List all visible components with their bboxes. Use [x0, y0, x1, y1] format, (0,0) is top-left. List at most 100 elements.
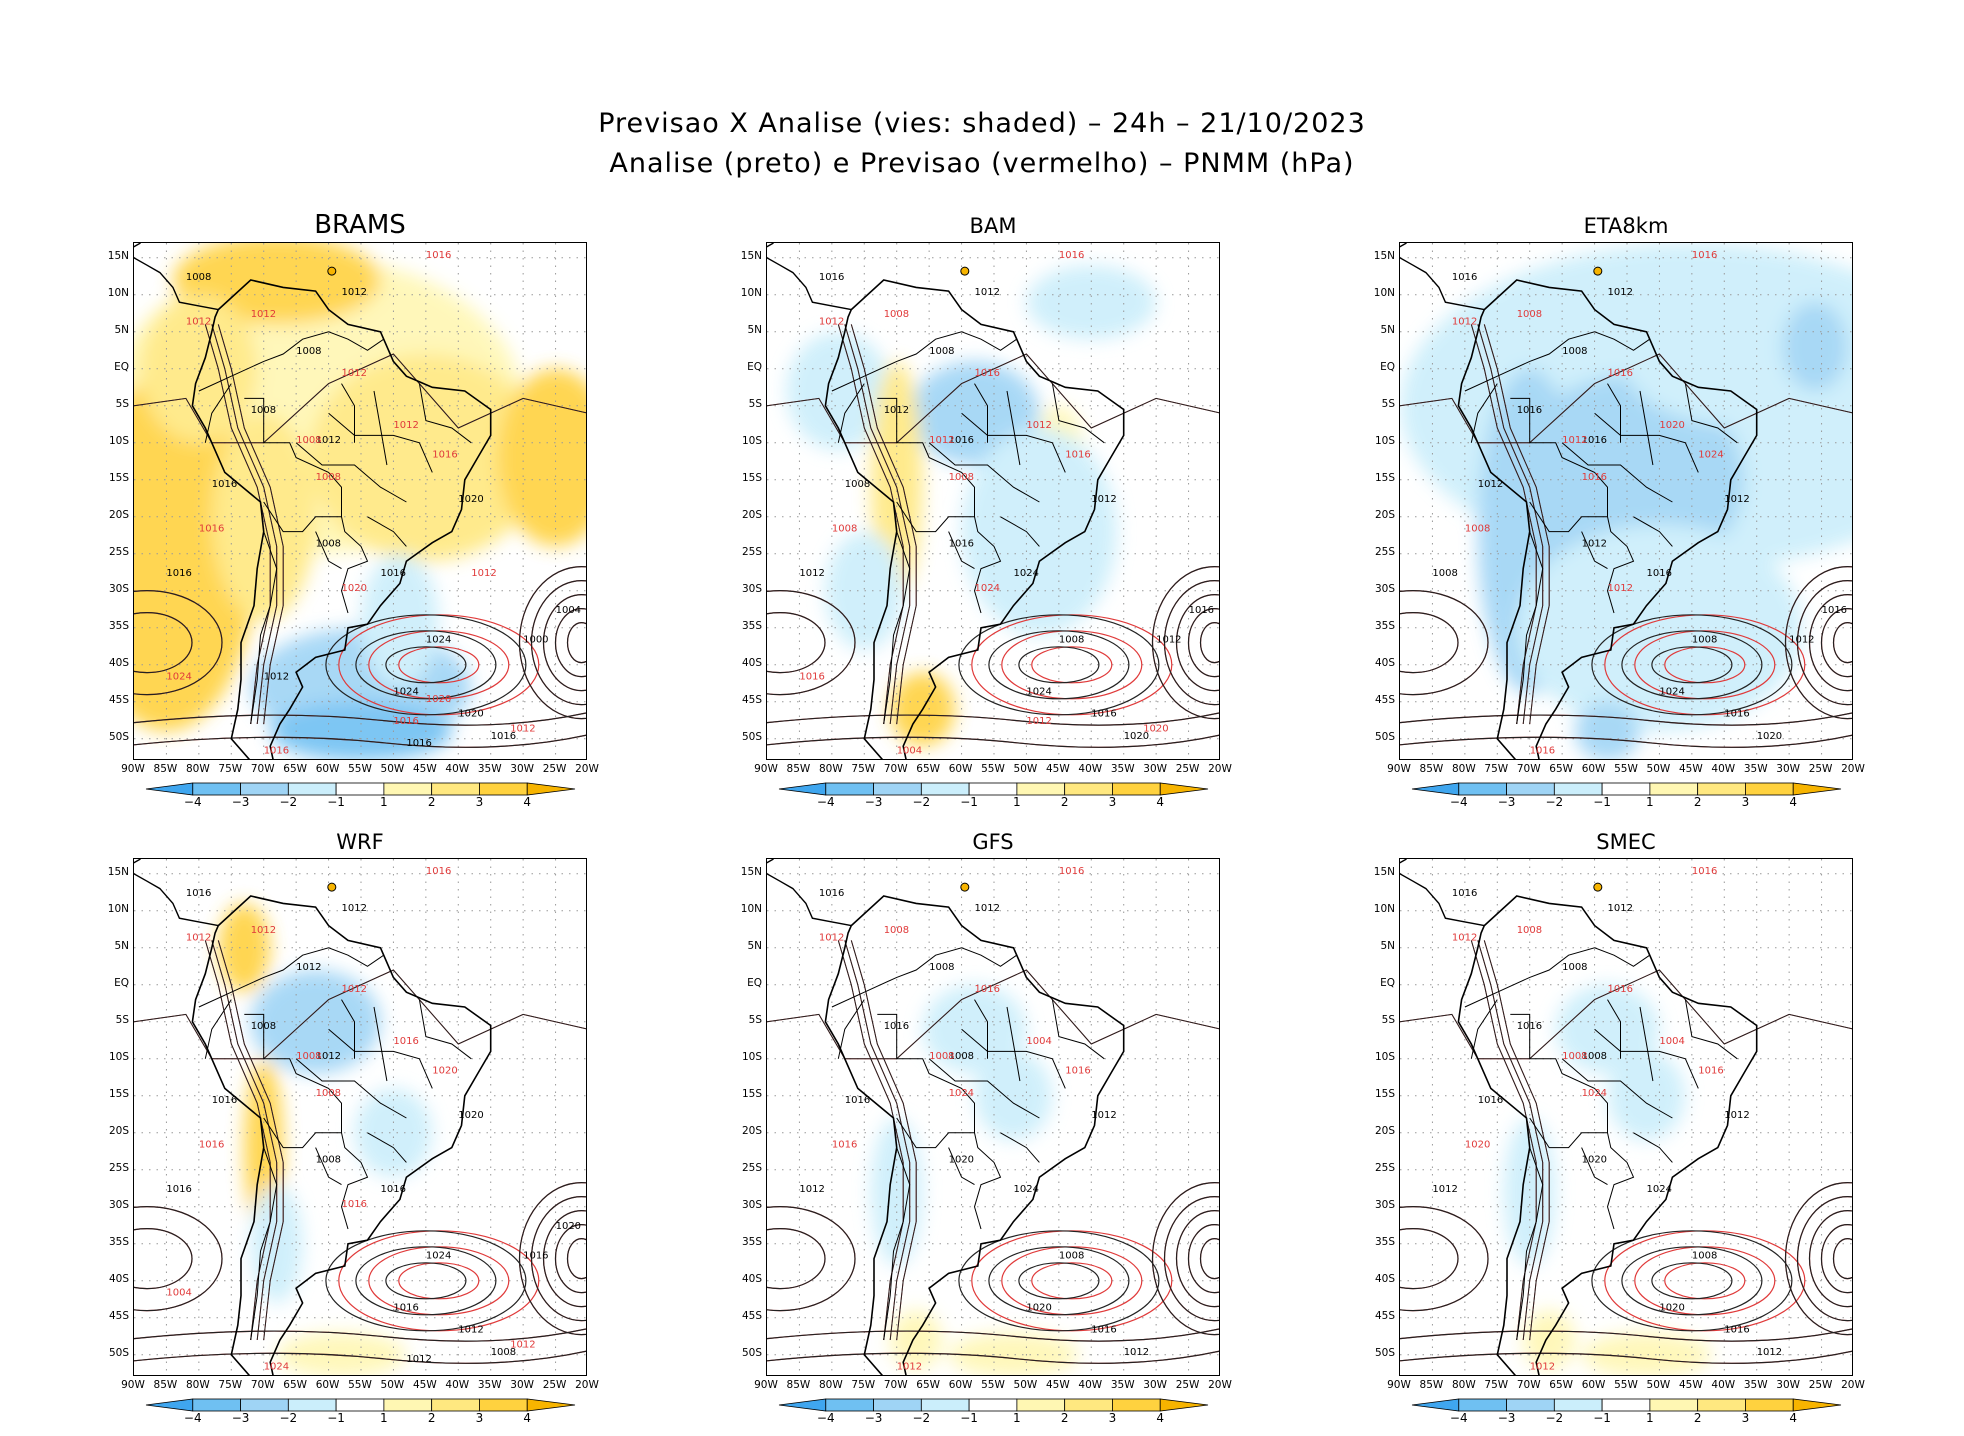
forecast-contour-label: 1020 [1143, 723, 1168, 734]
bias-region [250, 970, 381, 1074]
lon-tick-label: 70W [250, 763, 275, 775]
analysis-contour-label: 1012 [342, 903, 367, 914]
isobar-atlantic-low [1784, 566, 1852, 720]
forecast-contour-label: 1008 [884, 309, 909, 320]
lon-tick-label: 75W [218, 763, 243, 775]
colorbar-swatch [1016, 1398, 1066, 1412]
analysis-contour-label: 1008 [1692, 635, 1717, 646]
lon-tick-label: 85W [786, 1379, 811, 1391]
colorbar-eta8km [1411, 782, 1842, 796]
political-border [1684, 999, 1738, 1060]
colorbar-swatch [1159, 782, 1209, 796]
forecast-contour-label: 1020 [1659, 420, 1684, 431]
political-border [1516, 1147, 1544, 1341]
political-border [1684, 383, 1738, 444]
isobar-atlantic-low [1832, 1238, 1852, 1280]
lon-tick-label: 45W [1045, 1379, 1070, 1391]
isobar-pacific-high [1400, 1228, 1459, 1290]
isobar-andes [1483, 324, 1550, 725]
forecast-contour-label: 1016 [1059, 866, 1084, 877]
lat-tick-label: 5S [748, 1013, 762, 1026]
colorbar-tick-label: 2 [427, 1411, 436, 1425]
political-border [1000, 1132, 1040, 1163]
colorbar-swatch [968, 1398, 1018, 1412]
political-border [1510, 1013, 1608, 1133]
political-border [1561, 442, 1673, 503]
forecast-contour-label: 1016 [975, 984, 1000, 995]
lat-tick-label: EQ [1380, 976, 1395, 989]
colorbar-tick-label: −4 [816, 1411, 835, 1425]
lat-tick-label: 5N [747, 939, 762, 952]
analysis-contour-label: 1016 [1822, 605, 1847, 616]
colorbar-tick-label: 4 [1789, 795, 1798, 809]
lon-tick-label: 20W [575, 1379, 599, 1391]
colorbar-swatch [1697, 1398, 1746, 1412]
isobar-atlantic-high [958, 1230, 1160, 1332]
forecast-contour-label: 1008 [1517, 925, 1542, 936]
analysis-contour-label: 1012 [316, 1051, 341, 1062]
isobar-atlantic-low [1163, 1196, 1219, 1322]
analysis-contour-label: 1016 [949, 435, 974, 446]
colorbar-swatch [1411, 782, 1460, 796]
isobar-pacific-high [134, 1228, 193, 1290]
forecast-contour-label: 1016 [832, 1140, 857, 1151]
panel-title-gfs: GFS [972, 830, 1014, 854]
political-border [1607, 999, 1621, 1059]
colorbar-tick-label: −3 [864, 795, 883, 809]
isobar-pacific-high [767, 1228, 826, 1290]
isobar-atlantic-low [1151, 566, 1219, 720]
political-border [961, 1028, 1066, 1089]
political-border [837, 999, 865, 1059]
lon-tick-label: 65W [283, 1379, 308, 1391]
lon-tick-label: 35W [1743, 763, 1768, 775]
analysis-contour-label: 1020 [458, 1110, 483, 1121]
lon-tick-label: 75W [218, 1379, 243, 1391]
political-border [928, 1058, 1040, 1119]
isobar-atlantic-low [1187, 608, 1219, 678]
forecast-contour-label: 1008 [949, 472, 974, 483]
colorbar-swatch [1458, 782, 1507, 796]
lon-tick-label: 45W [412, 763, 437, 775]
colorbar-tick-label: −2 [912, 1411, 931, 1425]
analysis-contour-label: 1016 [393, 1302, 418, 1313]
coastline-central-america [134, 243, 219, 311]
isobar-atlantic-high [1621, 1246, 1763, 1316]
colorbar-swatch [1064, 782, 1113, 796]
lat-tick-label: 10S [741, 1050, 762, 1063]
analysis-contour-label: 1016 [212, 479, 237, 490]
analysis-contour-label: 1016 [1091, 1325, 1116, 1336]
analysis-contour-label: 1016 [1517, 1021, 1542, 1032]
lat-tick-label: 40S [108, 1272, 129, 1285]
analysis-contour-label: 1024 [426, 635, 451, 646]
isobar-atlantic-low [1796, 1196, 1852, 1322]
colorbar-swatch [825, 1398, 874, 1412]
analysis-contour-label: 1016 [381, 1184, 406, 1195]
analysis-isobars [1400, 324, 1852, 748]
colorbar-tick-label: −1 [327, 795, 345, 809]
isobar-pacific-high [767, 1228, 826, 1290]
lat-tick-label: 40S [741, 656, 762, 669]
colorbar-swatch [287, 1398, 337, 1412]
political-border [244, 1013, 342, 1133]
colorbar-swatch [1792, 782, 1842, 796]
analysis-contour-label: 1016 [1452, 888, 1477, 899]
lon-tick-label: 40W [1711, 763, 1736, 775]
lat-tick-label: 50S [108, 1346, 129, 1359]
isobar-southern [1400, 1328, 1852, 1342]
lon-tick-label: 40W [445, 1379, 470, 1391]
analysis-contour-label: 1016 [884, 1021, 909, 1032]
political-border [1510, 397, 1608, 517]
isobar-equatorial [134, 969, 586, 1060]
forecast-contour-label: 1016 [199, 524, 224, 535]
analysis-contour-label: 1016 [1189, 605, 1214, 616]
political-border [974, 999, 988, 1059]
lon-tick-label: 80W [1451, 763, 1476, 775]
analysis-isobars [134, 940, 586, 1364]
forecast-contour-label: 1012 [1452, 316, 1477, 327]
lon-tick-label: 65W [1549, 763, 1574, 775]
analysis-contour-label: 1016 [1647, 568, 1672, 579]
analysis-contour-label: 1016 [1478, 1095, 1503, 1106]
isobar-andes [850, 324, 917, 725]
lat-tick-label: 5N [114, 939, 129, 952]
isobar-atlantic-low [1175, 1210, 1219, 1308]
